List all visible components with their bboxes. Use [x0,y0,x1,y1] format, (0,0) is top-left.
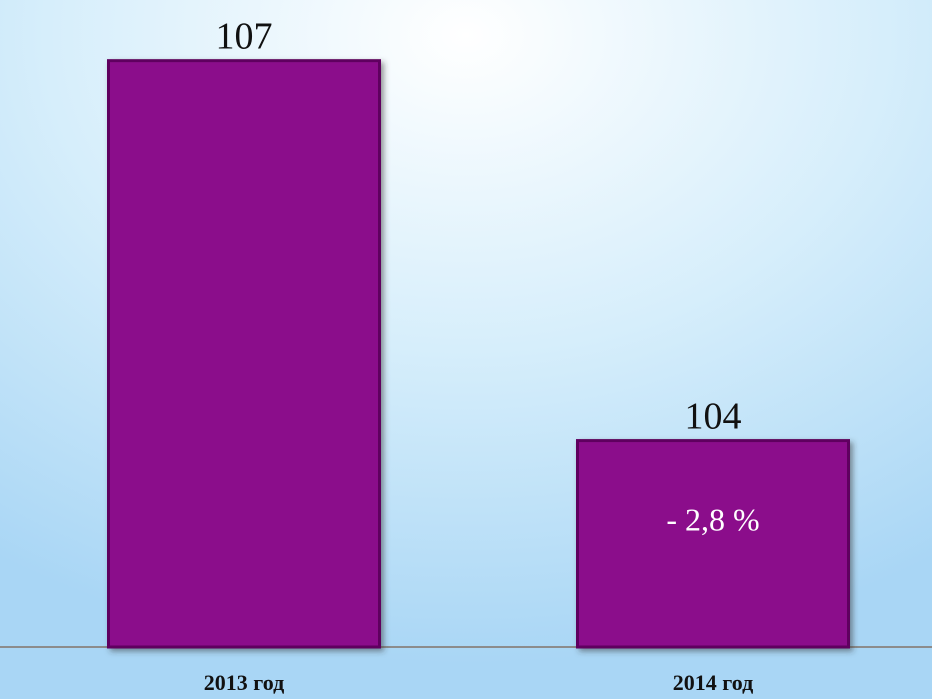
bar [107,59,381,649]
value-label: 104 [685,396,742,438]
annotation: - 2,8 % [666,502,759,538]
x-tick-label: 2013 год [204,670,284,695]
bar [576,439,850,649]
x-tick-label: 2014 год [673,670,753,695]
value-label: 107 [216,16,273,58]
